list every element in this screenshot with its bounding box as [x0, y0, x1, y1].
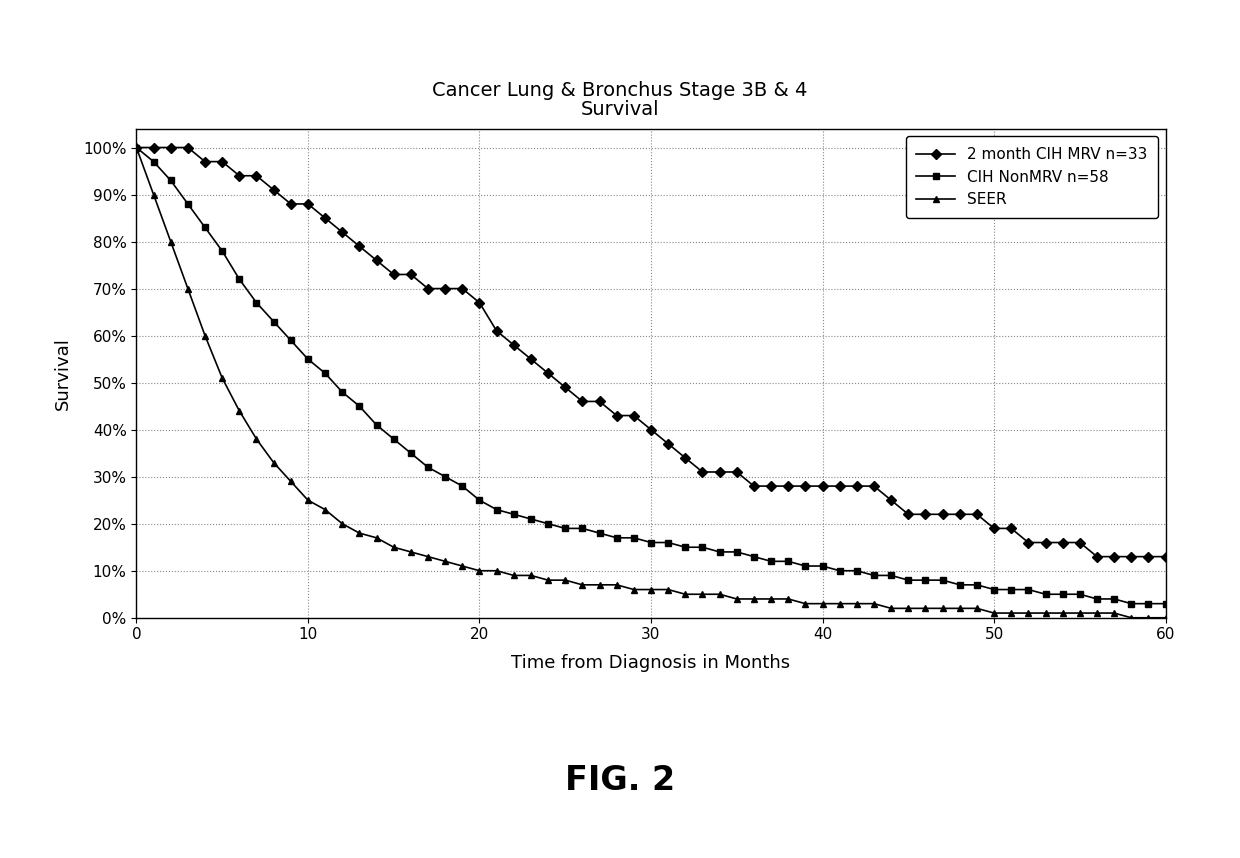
- 2 month CIH MRV n=33: [489, 326, 503, 336]
- SEER: [1158, 613, 1173, 623]
- 2 month CIH MRV n=33: [746, 481, 761, 492]
- CIH NonMRV n=58: [370, 420, 384, 430]
- SEER: [1123, 613, 1138, 623]
- SEER: [335, 518, 350, 529]
- 2 month CIH MRV n=33: [678, 453, 693, 463]
- CIH NonMRV n=58: [129, 142, 144, 153]
- CIH NonMRV n=58: [1158, 599, 1173, 609]
- SEER: [129, 142, 144, 153]
- SEER: [1021, 608, 1035, 619]
- Text: FIG. 2: FIG. 2: [565, 764, 675, 797]
- CIH NonMRV n=58: [1123, 599, 1138, 609]
- Legend: 2 month CIH MRV n=33, CIH NonMRV n=58, SEER: 2 month CIH MRV n=33, CIH NonMRV n=58, S…: [905, 136, 1158, 218]
- CIH NonMRV n=58: [746, 552, 761, 562]
- Text: Cancer Lung & Bronchus Stage 3B & 4: Cancer Lung & Bronchus Stage 3B & 4: [433, 81, 807, 100]
- 2 month CIH MRV n=33: [335, 227, 350, 238]
- Line: CIH NonMRV n=58: CIH NonMRV n=58: [133, 144, 1169, 607]
- SEER: [370, 533, 384, 543]
- CIH NonMRV n=58: [678, 542, 693, 553]
- 2 month CIH MRV n=33: [129, 142, 144, 153]
- SEER: [489, 565, 503, 576]
- 2 month CIH MRV n=33: [1090, 552, 1105, 562]
- Y-axis label: Survival: Survival: [55, 337, 72, 409]
- Line: 2 month CIH MRV n=33: 2 month CIH MRV n=33: [133, 144, 1169, 560]
- SEER: [746, 594, 761, 604]
- SEER: [678, 589, 693, 600]
- 2 month CIH MRV n=33: [1021, 537, 1035, 547]
- CIH NonMRV n=58: [1021, 584, 1035, 595]
- 2 month CIH MRV n=33: [370, 255, 384, 265]
- CIH NonMRV n=58: [489, 505, 503, 515]
- 2 month CIH MRV n=33: [1158, 552, 1173, 562]
- CIH NonMRV n=58: [335, 387, 350, 397]
- Line: SEER: SEER: [133, 144, 1169, 621]
- X-axis label: Time from Diagnosis in Months: Time from Diagnosis in Months: [511, 654, 791, 672]
- Text: Survival: Survival: [580, 100, 660, 119]
